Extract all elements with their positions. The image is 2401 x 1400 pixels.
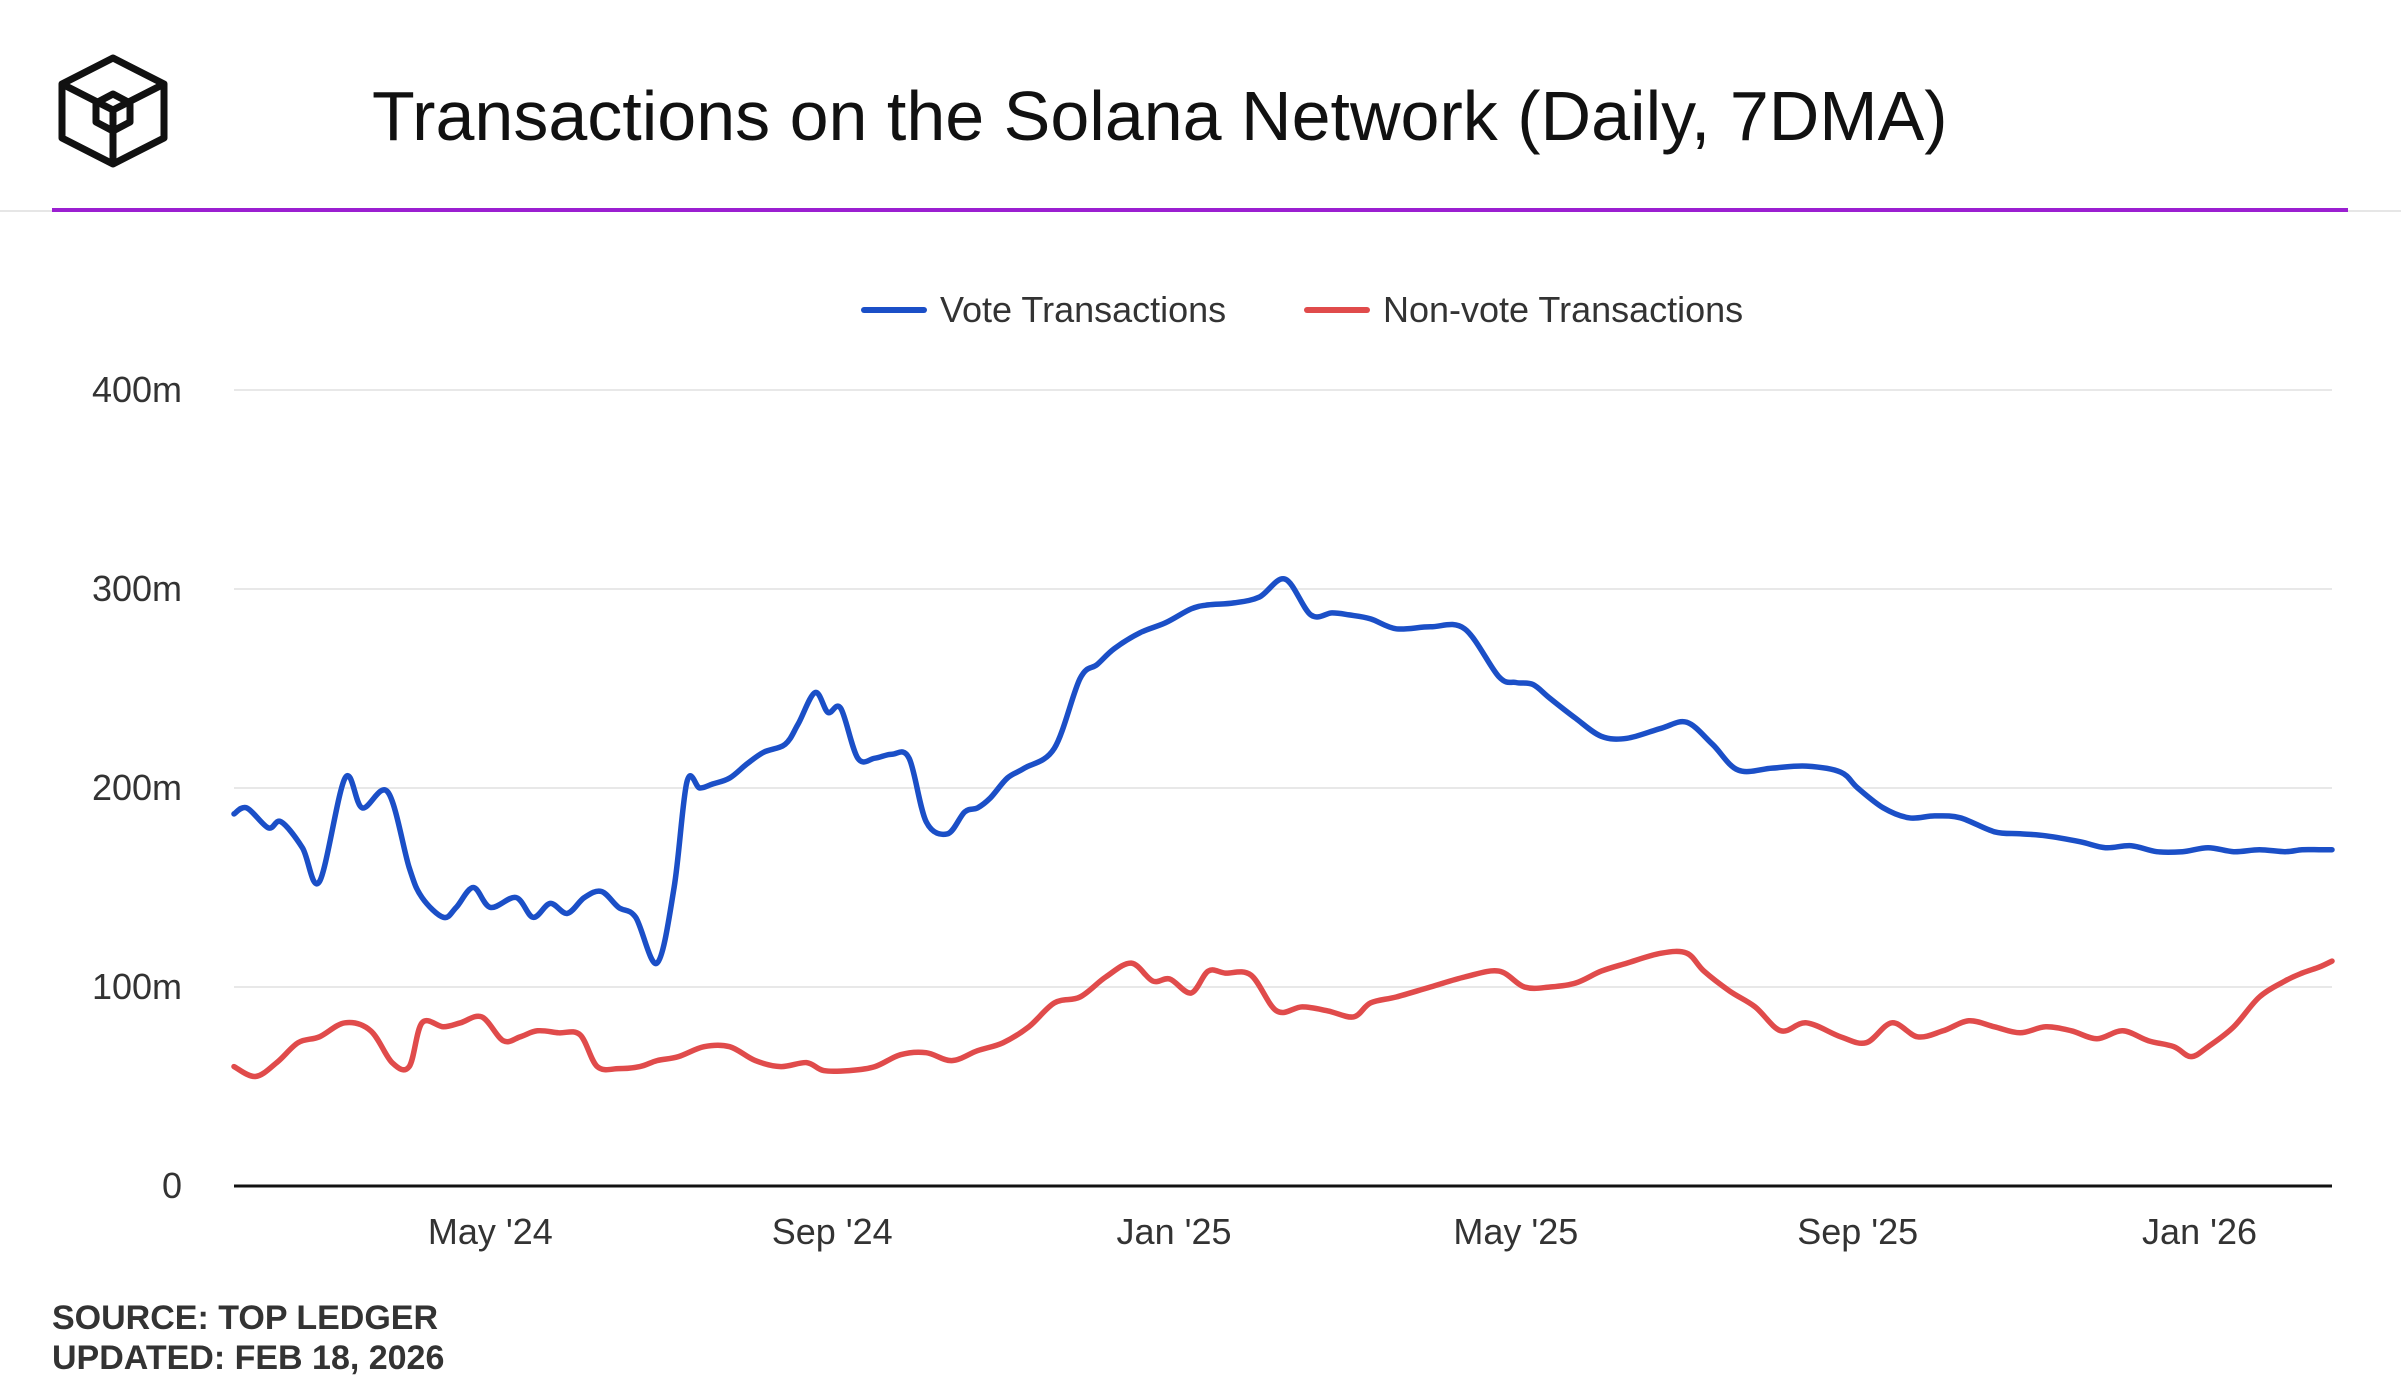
y-tick-label: 0 (162, 1165, 182, 1206)
x-tick-label: Jan '26 (2142, 1211, 2257, 1252)
y-tick-label: 400m (92, 369, 182, 410)
chart-legend: Vote Transactions Non-vote Transactions (861, 289, 1743, 330)
y-tick-label: 300m (92, 568, 182, 609)
x-tick-label: May '25 (1453, 1211, 1578, 1252)
series-line-non-vote (231, 948, 2335, 1080)
y-axis-ticks: 0 100m 200m 300m 400m (92, 369, 182, 1206)
chart-series (231, 576, 2335, 1080)
x-tick-label: May '24 (428, 1211, 553, 1252)
brand-logo (58, 54, 168, 168)
updated-note: UPDATED: FEB 18, 2026 (52, 1339, 445, 1377)
source-note: SOURCE: TOP LEDGER (52, 1299, 439, 1337)
x-tick-label: Sep '24 (772, 1211, 893, 1252)
chart-footer: SOURCE: TOP LEDGER UPDATED: FEB 18, 2026 (52, 1298, 444, 1378)
series-line-vote (231, 576, 2335, 966)
y-tick-label: 100m (92, 966, 182, 1007)
chart-gridlines (234, 389, 2332, 1188)
x-axis-ticks: May '24 Sep '24 Jan '25 May '25 Sep '25 Jan '… (428, 1211, 2257, 1252)
x-tick-label: Jan '25 (1117, 1211, 1232, 1252)
legend-label: Vote Transactions (940, 289, 1226, 330)
page-title: Transactions on the Solana Network (Dail… (372, 77, 1948, 155)
x-tick-label: Sep '25 (1797, 1211, 1918, 1252)
header-accent-rule (52, 208, 2348, 212)
legend-label: Non-vote Transactions (1383, 289, 1743, 330)
y-tick-label: 200m (92, 767, 182, 808)
